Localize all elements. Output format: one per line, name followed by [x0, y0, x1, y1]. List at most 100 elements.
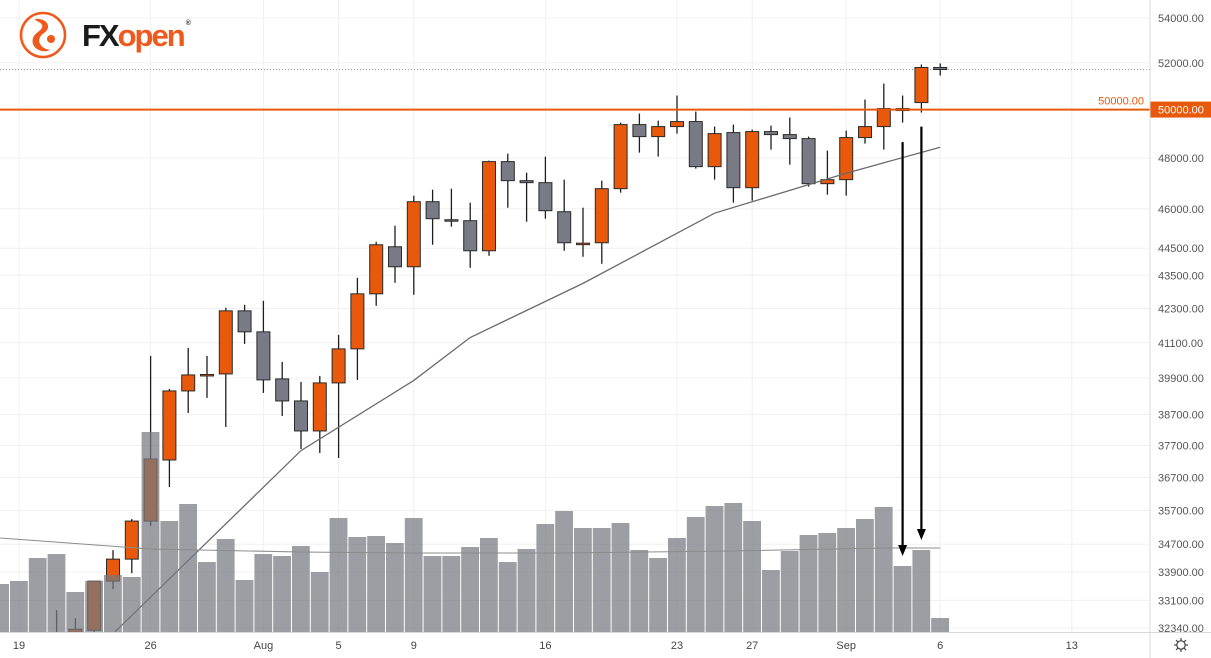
y-tick-label: 34700.00	[1158, 539, 1204, 551]
volume-bar	[555, 511, 573, 632]
volume-bar	[592, 528, 611, 632]
candle[interactable]	[200, 355, 214, 398]
candle[interactable]	[576, 207, 590, 257]
candle[interactable]	[181, 347, 196, 413]
bearish-candle-body	[764, 131, 778, 136]
candle[interactable]	[369, 241, 384, 306]
bullish-candle-body	[162, 390, 177, 461]
candle[interactable]	[463, 202, 478, 268]
candle[interactable]	[820, 150, 835, 195]
candle[interactable]	[801, 136, 816, 187]
candle[interactable]	[839, 130, 854, 196]
y-tick-label: 33900.00	[1158, 567, 1204, 579]
annotation-down-arrow[interactable]	[898, 142, 908, 556]
bullish-candle-body	[200, 373, 214, 377]
bullish-candle-body	[576, 242, 590, 246]
candle[interactable]	[500, 153, 515, 208]
annotation-down-arrow[interactable]	[916, 126, 926, 540]
candle[interactable]	[444, 188, 459, 227]
x-tick-label: Aug	[254, 640, 274, 652]
x-tick-label: 16	[539, 640, 551, 652]
candle[interactable]	[406, 195, 421, 295]
bullish-candle-body	[651, 126, 666, 138]
bullish-candle-body	[820, 179, 835, 185]
price-axis[interactable]: 54000.00 52000.00 50000.00 48000.00 46000.00…	[1149, 0, 1211, 658]
candle[interactable]	[914, 64, 929, 113]
candle[interactable]	[350, 277, 365, 380]
volume-bar	[856, 519, 874, 632]
logo-open: open	[117, 17, 186, 53]
y-tick-label: 37700.00	[1158, 441, 1204, 453]
volume-bar	[367, 536, 385, 632]
candle[interactable]	[782, 117, 797, 165]
candle[interactable]	[651, 120, 666, 157]
bullish-candle-body	[181, 374, 196, 392]
bullish-candle-body	[613, 124, 628, 190]
candle[interactable]	[294, 381, 308, 449]
candle[interactable]	[557, 179, 572, 251]
candle[interactable]	[482, 160, 496, 256]
bearish-candle-body	[294, 400, 308, 432]
y-tick-label: 33100.00	[1158, 595, 1204, 607]
candle[interactable]	[745, 129, 760, 201]
reference-line-label: 50000.00	[1098, 96, 1144, 108]
bearish-candle-body	[500, 161, 515, 182]
candle[interactable]	[670, 95, 684, 134]
volume-bar	[799, 535, 818, 632]
y-tick-label: 41100.00	[1158, 338, 1203, 350]
candle[interactable]	[331, 334, 346, 459]
bearish-candle-body	[237, 310, 252, 333]
volume-bar	[837, 528, 855, 632]
volume-bar	[630, 550, 649, 632]
candle[interactable]	[519, 172, 534, 222]
candle[interactable]	[764, 125, 778, 150]
volume-bar	[66, 592, 85, 632]
volume-bar	[724, 503, 743, 632]
bullish-candle-body	[369, 244, 384, 295]
volume-bar	[85, 581, 103, 632]
volume-bar	[160, 521, 179, 632]
candle[interactable]	[218, 307, 233, 427]
candle[interactable]	[275, 361, 290, 416]
candle[interactable]	[312, 375, 327, 453]
volume-bar	[461, 547, 479, 632]
candle[interactable]	[162, 388, 177, 488]
bearish-candle-body	[425, 201, 440, 220]
bearish-candle-body	[632, 124, 647, 138]
bearish-candle-body	[50, 641, 63, 648]
candle[interactable]	[237, 304, 252, 344]
volume-bar	[517, 549, 536, 632]
candle[interactable]	[726, 124, 741, 203]
candle[interactable]	[876, 83, 891, 150]
candle[interactable]	[688, 111, 703, 169]
volume-bar	[423, 556, 442, 632]
candle[interactable]	[256, 300, 271, 393]
candle[interactable]	[538, 156, 553, 219]
volume-bar	[780, 551, 799, 632]
bullish-candle-body	[914, 67, 929, 104]
x-tick-label: 26	[144, 640, 156, 652]
y-tick-label: 43500.00	[1158, 270, 1204, 282]
candle[interactable]	[425, 189, 440, 245]
candle[interactable]	[388, 225, 402, 283]
price-moving-average-line	[113, 146, 941, 632]
volume-bar	[104, 575, 122, 632]
bearish-candle-body	[726, 132, 741, 189]
candle[interactable]	[594, 180, 609, 264]
volume-bar	[198, 562, 216, 632]
y-tick-label: 46000.00	[1158, 204, 1204, 216]
candle[interactable]	[613, 122, 628, 193]
bearish-candle-body	[801, 138, 816, 185]
settings-gear-icon[interactable]	[1174, 638, 1188, 652]
bullish-candle-body	[331, 348, 346, 384]
candle[interactable]	[933, 63, 948, 76]
candle[interactable]	[707, 126, 722, 180]
volume-bar	[386, 543, 404, 632]
y-tick-label: 35700.00	[1158, 505, 1204, 517]
candle[interactable]	[632, 113, 647, 153]
candle[interactable]	[124, 519, 139, 574]
time-axis[interactable]: 19 26 Aug 5 9 16 23 27 Sep 6 13	[0, 632, 1211, 653]
candle[interactable]	[858, 99, 872, 144]
